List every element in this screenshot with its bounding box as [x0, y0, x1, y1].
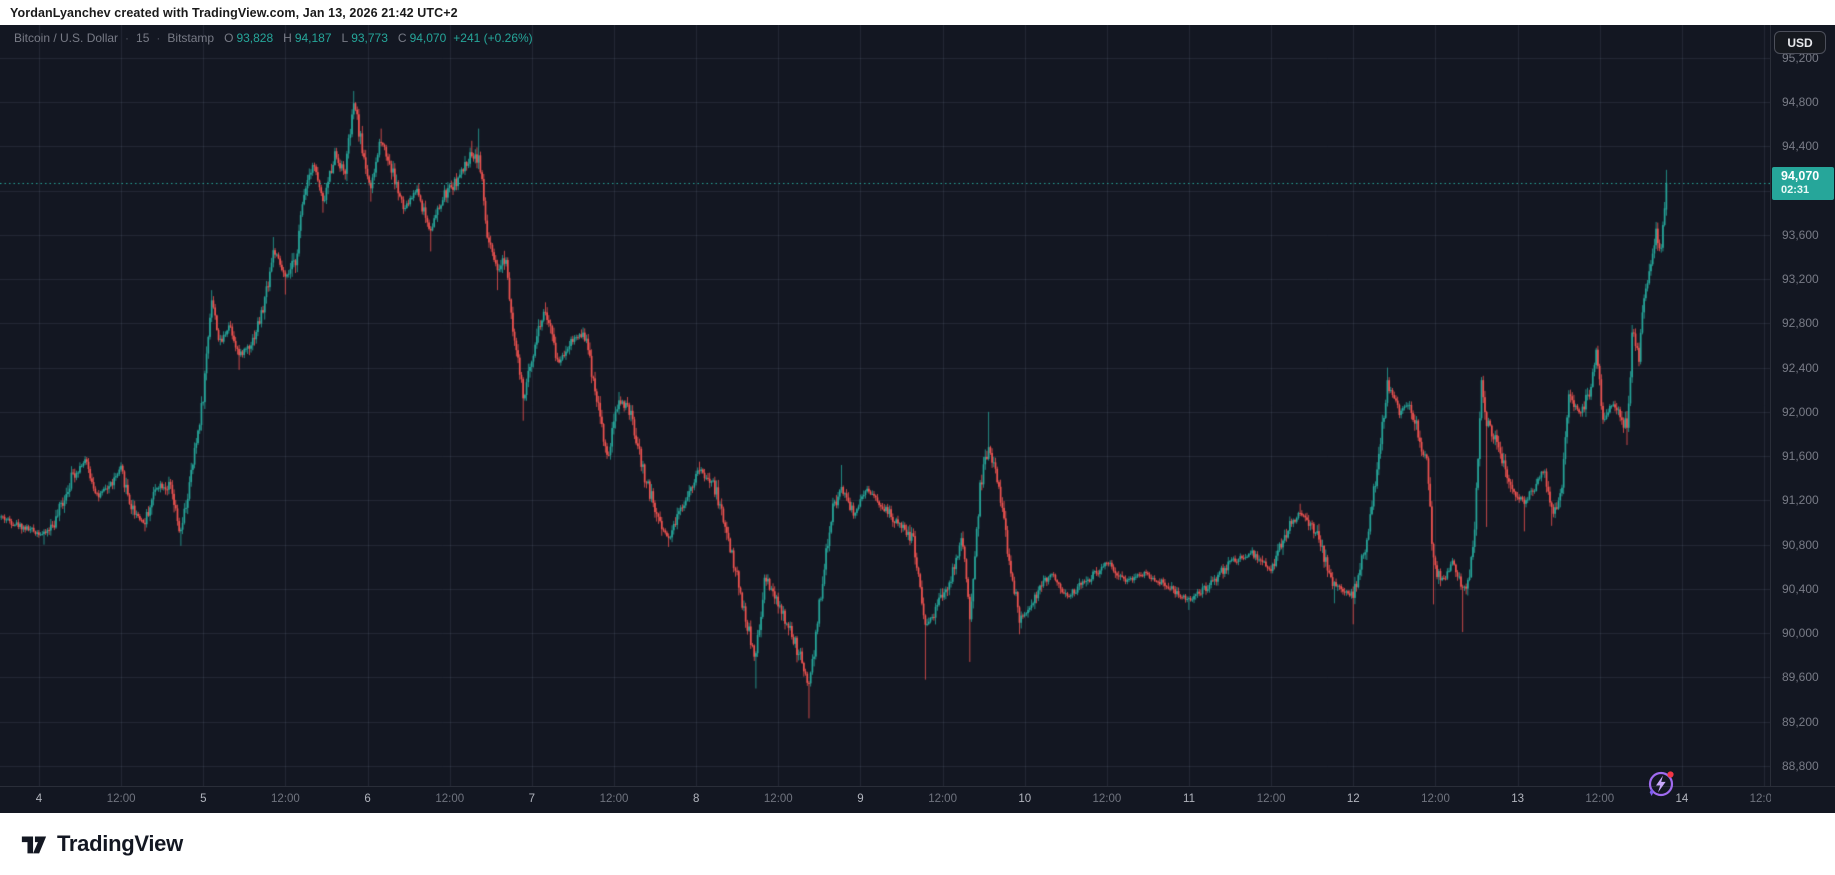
time-tick-day-label: 7 — [528, 793, 536, 805]
low-value: 93,773 — [351, 31, 388, 45]
price-tick-label: 90,800 — [1782, 537, 1819, 552]
price-tick-label: 95,200 — [1782, 50, 1819, 65]
attribution-text: YordanLyanchev created with TradingView.… — [10, 5, 458, 20]
time-tick-day-label: 4 — [35, 793, 43, 805]
time-tick-hour-label: 12:00 — [106, 793, 136, 805]
time-tick-day-label: 8 — [692, 793, 700, 805]
time-tick-day-label: 11 — [1183, 793, 1195, 805]
time-tick-hour-label: 12:00 — [1421, 793, 1450, 805]
price-tick-label: 91,200 — [1782, 493, 1819, 508]
price-tick-label: 92,000 — [1782, 404, 1819, 419]
time-tick-hour-label: 12:00 — [271, 793, 300, 805]
time-tick-day-label: 6 — [364, 793, 371, 805]
price-tick-label: 93,200 — [1782, 272, 1819, 287]
separator-dot: · — [125, 31, 130, 45]
separator-dot: · — [156, 31, 161, 45]
time-tick-hour-label: 12:00 — [1749, 793, 1771, 805]
time-tick-day-label: 12 — [1346, 793, 1360, 805]
price-axis[interactable]: USD 94,070 02:31 95,20094,80094,40094,00… — [1770, 25, 1835, 786]
price-tick-label: 90,000 — [1782, 626, 1819, 641]
attribution-bar: YordanLyanchev created with TradingView.… — [0, 0, 1835, 25]
time-tick-hour-label: 12:00 — [763, 793, 793, 805]
time-tick-container: 4 12:00 5 12:00 6 12:00 7 12:00 8 12:00 9 12:00 10 12… — [0, 787, 1771, 814]
time-tick-hour-label: 12:00 — [599, 793, 629, 805]
price-tick-label: 94,800 — [1782, 95, 1819, 110]
close-value: 94,070 — [409, 31, 447, 45]
time-tick-day-label: 10 — [1018, 793, 1032, 805]
time-tick-hour-label: 12:00 — [928, 793, 957, 805]
tradingview-logo[interactable]: TradingView — [20, 830, 183, 858]
time-tick-hour-label: 12:00 — [1256, 793, 1286, 805]
price-tick-label: 93,600 — [1782, 227, 1819, 242]
close-label: C — [397, 31, 407, 45]
time-axis[interactable]: 4 12:00 5 12:00 6 12:00 7 12:00 8 12:00 9 12:00 10 12… — [0, 786, 1835, 813]
price-tick-label: 91,600 — [1782, 449, 1819, 464]
interval-label[interactable]: 15 — [136, 31, 150, 45]
candlestick-chart[interactable] — [0, 25, 1770, 786]
last-price-value: 94,070 — [1781, 168, 1820, 183]
price-tick-label: 89,200 — [1782, 714, 1819, 729]
low-label: L — [341, 31, 349, 45]
time-tick-day-label: 13 — [1511, 793, 1524, 805]
price-tick-label: 94,400 — [1782, 139, 1819, 154]
bar-countdown: 02:31 — [1781, 183, 1810, 196]
price-tick-label: 92,400 — [1782, 360, 1819, 375]
last-price-tag[interactable]: 94,070 02:31 — [1772, 166, 1834, 200]
open-label: O — [224, 31, 234, 45]
time-tick-day-label: 5 — [200, 793, 207, 805]
change-value: +241 (+0.26%) — [453, 31, 533, 45]
currency-button[interactable]: USD — [1774, 31, 1826, 54]
tradingview-wordmark: TradingView — [57, 831, 183, 856]
flash-bolt-icon[interactable] — [1643, 766, 1679, 802]
time-tick-hour-label: 12:00 — [1092, 793, 1122, 805]
high-label: H — [283, 31, 292, 45]
symbol-info-bar[interactable]: Bitcoin / U.S. Dollar · 15 · Bitstamp O … — [14, 31, 533, 45]
footer: TradingView — [0, 813, 1835, 875]
time-tick-day-label: 14 — [1675, 793, 1689, 805]
price-tick-label: 89,600 — [1782, 670, 1819, 685]
price-tick-label: 92,800 — [1782, 316, 1819, 331]
exchange-label[interactable]: Bitstamp — [167, 31, 215, 45]
price-tick-label: 90,400 — [1782, 581, 1819, 596]
time-tick-hour-label: 12:00 — [435, 793, 465, 805]
high-value: 94,187 — [294, 31, 332, 45]
time-tick-day-label: 9 — [857, 793, 864, 805]
time-tick-hour-label: 12:00 — [1585, 793, 1615, 805]
tradingview-mark — [21, 836, 47, 854]
open-value: 93,828 — [236, 31, 274, 45]
symbol-name[interactable]: Bitcoin / U.S. Dollar — [14, 31, 119, 45]
chart-region: Bitcoin / U.S. Dollar · 15 · Bitstamp O … — [0, 25, 1835, 813]
price-tick-label: 88,800 — [1782, 758, 1819, 773]
